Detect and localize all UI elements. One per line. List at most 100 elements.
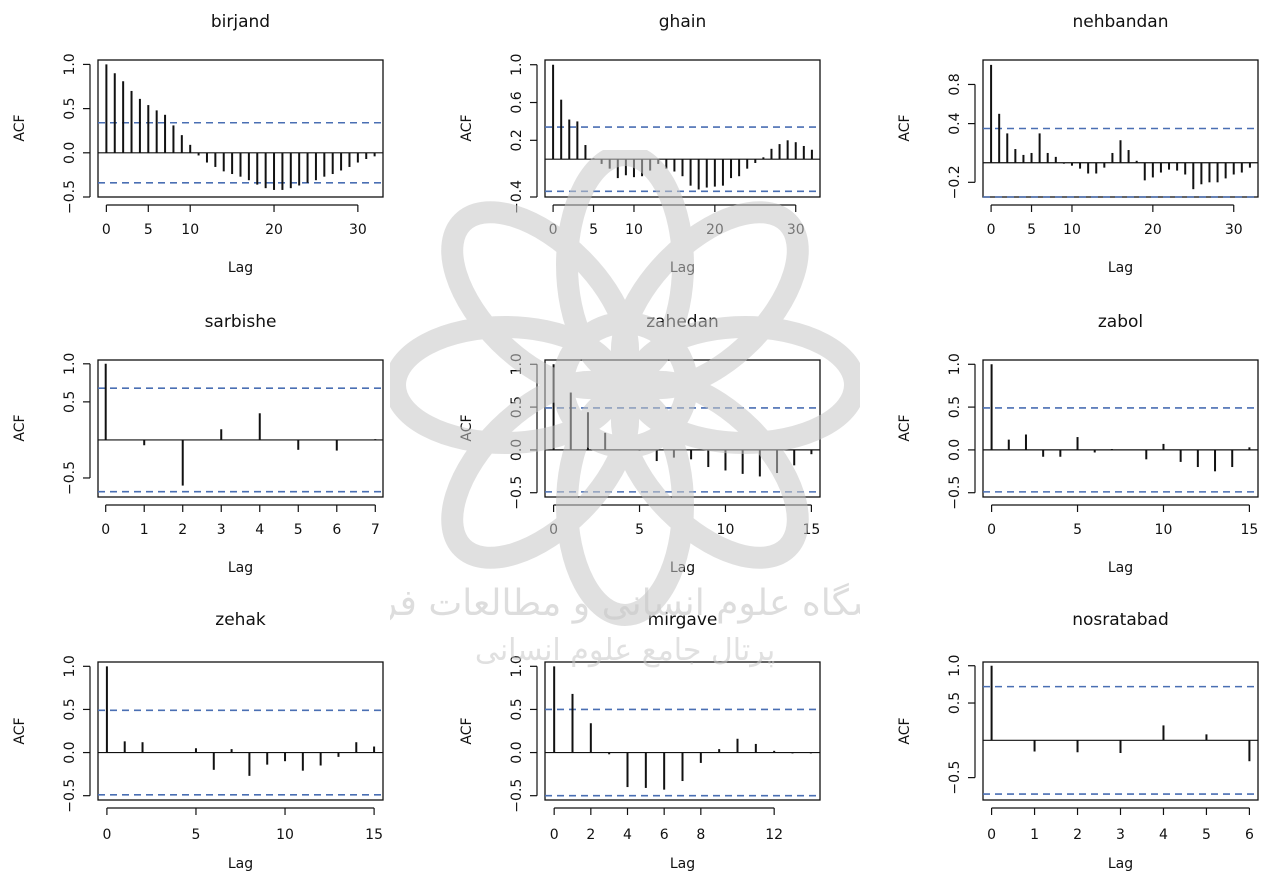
plot-frame [97,661,384,801]
panel-title: nosratabad [1072,610,1169,630]
x-tick-label: 0 [102,827,111,843]
x-tick-label: 10 [181,222,199,238]
x-tick-label: 5 [192,827,201,843]
x-tick-label: 2 [178,522,187,538]
x-tick-label: 15 [1240,522,1258,538]
x-tick-label: 2 [1073,827,1082,843]
y-tick-label: 0.5 [947,692,963,714]
x-tick-label: 5 [1202,827,1211,843]
x-tick-label: 1 [1030,827,1039,843]
y-tick-label: 1.0 [62,353,78,375]
x-tick-label: 10 [1063,222,1081,238]
x-tick-label: 3 [217,522,226,538]
panel-title: sarbishe [205,312,277,332]
x-tick-label: 7 [371,522,380,538]
x-axis-label: Lag [228,260,253,276]
y-tick-label: 1.0 [62,53,78,75]
x-tick-label: 0 [550,827,559,843]
y-axis-label: ACF [12,717,28,744]
y-tick-label: 0.8 [947,73,963,95]
y-tick-label: 0.0 [62,142,78,164]
y-tick-label: 0.2 [509,129,525,151]
x-tick-label: 0 [987,827,996,843]
x-tick-label: 10 [1155,522,1173,538]
y-tick-label: −0.5 [509,779,525,813]
y-tick-label: 0.4 [947,112,963,134]
x-tick-label: 8 [696,827,705,843]
y-tick-label: 1.0 [509,54,525,76]
x-tick-label: 0 [101,522,110,538]
x-tick-label: 2 [586,827,595,843]
y-tick-label: 1.0 [509,655,525,677]
x-axis-label: Lag [1108,856,1133,872]
x-tick-label: 5 [1073,522,1082,538]
x-axis-label: Lag [1108,260,1133,276]
x-tick-label: 15 [365,827,383,843]
y-tick-label: 1.0 [62,655,78,677]
x-axis-label: Lag [670,856,695,872]
y-tick-label: 0.5 [62,97,78,119]
y-tick-label: 0.5 [62,698,78,720]
y-axis-label: ACF [897,114,913,141]
x-tick-label: 20 [265,222,283,238]
y-tick-label: 0.0 [947,439,963,461]
y-tick-label: 1.0 [947,353,963,375]
y-tick-label: 0.0 [62,741,78,763]
plot-frame [982,359,1259,498]
y-tick-label: −0.5 [947,761,963,795]
x-tick-label: 10 [276,827,294,843]
panel-title: ghain [659,12,706,32]
y-axis-label: ACF [897,717,913,744]
panel-title: birjand [211,12,270,32]
y-axis-label: ACF [12,414,28,441]
x-tick-label: 0 [102,222,111,238]
x-tick-label: 3 [1116,827,1125,843]
panel-title: zabol [1098,312,1143,332]
x-tick-label: 0 [987,222,996,238]
y-tick-label: 1.0 [947,655,963,677]
x-tick-label: 4 [255,522,264,538]
x-tick-label: 4 [1159,827,1168,843]
x-tick-label: 12 [765,827,783,843]
x-tick-label: 4 [623,827,632,843]
x-axis-label: Lag [228,560,253,576]
y-tick-label: 0.5 [947,396,963,418]
y-tick-label: 0.5 [62,391,78,413]
x-axis-label: Lag [1108,560,1133,576]
y-tick-label: −0.5 [947,476,963,510]
x-tick-label: 1 [140,522,149,538]
y-axis-label: ACF [459,717,475,744]
x-tick-label: 30 [1225,222,1243,238]
y-tick-label: −0.2 [947,165,963,199]
y-tick-label: −0.5 [62,779,78,813]
y-axis-label: ACF [12,114,28,141]
plot-frame [97,59,384,198]
x-axis-label: Lag [228,856,253,872]
x-tick-label: 0 [987,522,996,538]
x-tick-label: 6 [660,827,669,843]
y-tick-label: −0.5 [62,461,78,495]
x-tick-label: 20 [1144,222,1162,238]
x-tick-label: 5 [144,222,153,238]
panel-title: nehbandan [1073,12,1169,32]
x-tick-label: 6 [332,522,341,538]
y-tick-label: −0.5 [62,180,78,214]
y-axis-label: ACF [897,414,913,441]
y-axis-label: ACF [459,114,475,141]
plot-frame [97,359,384,498]
plot-frame [982,661,1259,801]
panel-title: zehak [215,610,266,630]
x-tick-label: 5 [294,522,303,538]
y-tick-label: 0.0 [509,741,525,763]
x-tick-label: 6 [1245,827,1254,843]
x-tick-label: 30 [349,222,367,238]
x-tick-label: 5 [1027,222,1036,238]
